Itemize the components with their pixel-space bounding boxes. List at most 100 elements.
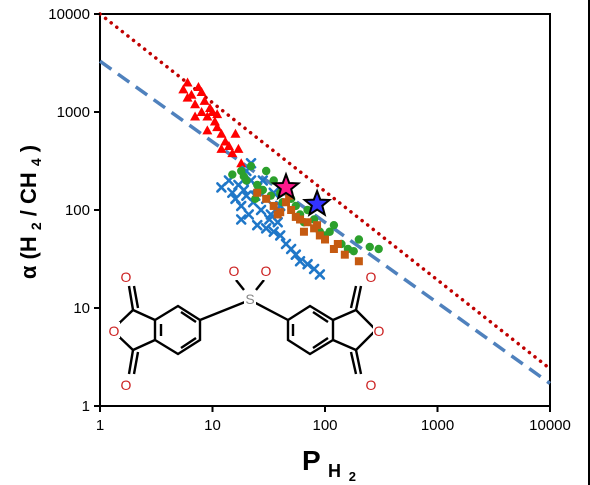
x-tick-label: 1	[96, 417, 104, 434]
data-point-square	[273, 210, 282, 219]
atom-o: O	[121, 269, 132, 285]
data-point-triangle	[202, 111, 213, 121]
data-point-x	[238, 184, 250, 196]
y-tick-label: 10000	[48, 6, 90, 23]
data-point-circle	[228, 170, 237, 179]
x-axis-label-sub-digit: 2	[349, 469, 356, 484]
x-axis-label-sub: H	[328, 461, 341, 481]
data-point-x	[274, 230, 286, 241]
data-point-square	[269, 201, 278, 210]
data-point-triangle	[190, 111, 201, 121]
axis-ticks: 1 10 100 1000 10000 1 10 100 1000 10000	[48, 6, 571, 434]
right-edge-border	[588, 0, 590, 485]
data-point-circle	[325, 227, 334, 236]
data-point-square	[253, 188, 262, 197]
data-point-x	[290, 249, 302, 260]
data-point-square	[299, 227, 308, 236]
data-point-circle	[239, 172, 249, 181]
atom-o: O	[109, 323, 120, 339]
y-axis-label-sub: 4	[28, 158, 44, 166]
data-point-square	[315, 231, 324, 240]
data-point-triangle	[212, 122, 223, 132]
data-points	[178, 77, 383, 280]
data-point-x	[255, 204, 267, 216]
data-point-circle	[365, 242, 374, 252]
y-tick-label: 100	[65, 202, 90, 219]
data-point-x	[264, 214, 275, 225]
structure-atoms: O O O O O S O O O	[108, 263, 385, 393]
atom-o: O	[366, 377, 377, 393]
x-tick-label: 100	[312, 417, 337, 434]
data-point-triangle	[196, 86, 207, 96]
data-point-x	[314, 269, 326, 280]
data-point-circle	[246, 161, 256, 171]
upper-bound-line	[98, 12, 552, 371]
data-point-triangle	[236, 158, 247, 168]
data-point-x	[251, 219, 263, 231]
y-axis-label-part: / CH	[16, 172, 41, 216]
atom-o: O	[261, 263, 272, 279]
data-point-triangle	[190, 99, 201, 109]
data-point-triangle	[199, 95, 210, 105]
data-point-x	[235, 214, 247, 225]
data-point-circle	[354, 235, 364, 244]
data-point-square	[287, 206, 296, 214]
atom-o: O	[229, 263, 240, 279]
y-axis-label-sub: 2	[28, 222, 44, 230]
x-tick-label: 1000	[421, 417, 454, 434]
data-point-circle	[329, 220, 339, 230]
data-point-triangle	[202, 125, 213, 135]
data-point-x	[243, 209, 255, 220]
data-point-circle	[253, 180, 262, 190]
data-point-triangle	[216, 128, 227, 138]
data-point-square	[281, 198, 290, 207]
data-point-square	[321, 235, 329, 244]
data-point-square	[329, 244, 338, 253]
y-axis-label: α (H 2 / CH 4 )	[16, 145, 46, 279]
data-point-star	[302, 188, 333, 217]
data-point-triangle	[233, 143, 244, 153]
atom-o: O	[366, 269, 377, 285]
data-point-triangle	[212, 109, 223, 119]
x-axis-label-main: P	[302, 445, 320, 476]
lower-bound-line	[98, 59, 552, 385]
data-point-star	[270, 171, 302, 201]
data-point-x	[294, 255, 306, 267]
atom-s: S	[245, 291, 254, 307]
data-point-square	[313, 221, 322, 230]
data-point-triangle	[230, 128, 241, 138]
data-point-triangle	[182, 92, 193, 102]
x-tick-label: 10000	[529, 417, 571, 434]
data-point-square	[296, 215, 305, 224]
data-point-square	[291, 212, 300, 221]
data-point-x	[272, 216, 284, 228]
y-axis-label-part: α (H	[16, 236, 41, 279]
data-point-circle	[349, 246, 358, 256]
data-point-square	[354, 257, 363, 266]
atom-o: O	[121, 377, 132, 393]
data-point-circle	[261, 166, 271, 176]
y-axis-label-part: )	[16, 145, 41, 152]
data-point-triangle	[182, 77, 193, 87]
x-tick-label: 10	[204, 417, 221, 434]
data-point-x	[235, 200, 247, 212]
data-point-triangle	[223, 140, 234, 150]
data-point-square	[333, 239, 342, 248]
atom-o: O	[374, 323, 385, 339]
bound-lines	[98, 12, 552, 385]
data-point-square	[340, 250, 349, 259]
data-point-triangle	[227, 148, 238, 158]
data-point-square	[262, 194, 271, 203]
y-tick-label: 10	[73, 300, 90, 317]
y-tick-label: 1	[82, 398, 90, 415]
x-axis-label: P H 2	[302, 445, 356, 484]
data-point-triangle	[216, 143, 227, 153]
data-point-x	[260, 223, 272, 234]
data-point-square	[303, 218, 312, 227]
data-point-triangle	[196, 107, 207, 116]
data-point-triangle	[178, 84, 189, 94]
data-point-x	[268, 226, 280, 238]
data-point-circle	[374, 244, 383, 254]
y-tick-label: 1000	[57, 104, 90, 121]
